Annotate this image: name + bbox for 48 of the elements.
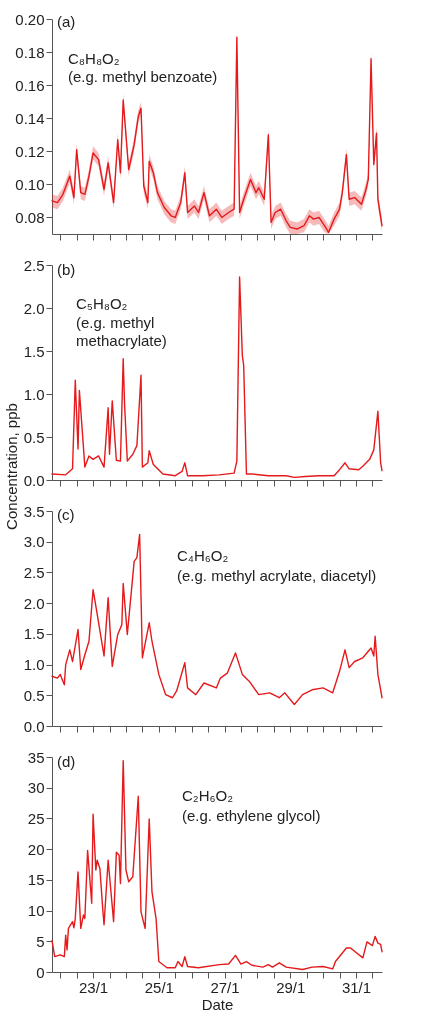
annotation: (e.g. methyl acrylate, diacetyl): [177, 567, 377, 584]
x-tick-label: 29/1: [276, 978, 306, 996]
x-tick-label: 23/1: [78, 978, 109, 996]
y-tick-label: 15: [27, 871, 45, 889]
x-tick-label: 27/1: [210, 978, 240, 996]
y-tick-label: 25: [27, 809, 45, 827]
y-tick-label: 0.5: [23, 686, 45, 704]
y-tick-label: 1.0: [23, 385, 45, 403]
y-tick-label: 1.5: [23, 625, 45, 643]
y-tick-label: 0.14: [15, 109, 45, 127]
y-tick-label: 0.0: [23, 471, 45, 489]
y-tick-label: 0: [36, 963, 45, 981]
annotation: C₂H₆O₂: [182, 787, 234, 804]
annotation: (e.g. methyl methacrylate): [76, 314, 167, 349]
y-tick-label: 0.08: [15, 208, 45, 226]
y-tick-label: 2.5: [23, 256, 45, 274]
y-tick-label: 30: [27, 779, 45, 797]
x-tick-label: 25/1: [144, 978, 174, 996]
annotation: C₅H₈O₂: [76, 295, 128, 312]
y-tick-label: 3.0: [23, 533, 45, 551]
y-tick-label: 35: [27, 748, 45, 766]
annotation: (a): [57, 13, 76, 30]
y-tick-label: 2.0: [23, 299, 45, 317]
annotation: (d): [57, 753, 76, 770]
y-tick-label: 0.12: [15, 142, 45, 160]
y-tick-label: 5: [36, 932, 45, 950]
y-tick-label: 2.5: [23, 563, 45, 581]
y-tick-label: 3.5: [23, 502, 45, 520]
y-tick-label: 0.16: [15, 76, 45, 94]
annotation: (c): [57, 506, 75, 523]
y-tick-label: 0.0: [23, 717, 45, 735]
annotation: C₈H₈O₂: [68, 50, 120, 67]
y-tick-label: 20: [27, 840, 45, 858]
annotation: C₄H₆O₂: [177, 547, 229, 564]
y-tick-label: 0.10: [15, 175, 45, 193]
y-axis-title: Concentration, ppb: [2, 403, 20, 530]
y-tick-label: 2.0: [23, 594, 45, 612]
x-axis-title: Date: [201, 995, 234, 1013]
y-tick-label: 0.5: [23, 428, 45, 446]
annotation: (e.g. methyl benzoate): [68, 68, 218, 85]
y-tick-label: 10: [27, 902, 45, 920]
annotation: (b): [57, 261, 76, 278]
y-tick-label: 1.0: [23, 656, 45, 674]
x-tick-label: 31/1: [341, 978, 372, 996]
y-tick-label: 0.20: [15, 10, 45, 28]
y-tick-label: 1.5: [23, 342, 45, 360]
y-tick-label: 0.18: [15, 43, 45, 61]
annotation: (e.g. ethylene glycol): [182, 807, 321, 824]
